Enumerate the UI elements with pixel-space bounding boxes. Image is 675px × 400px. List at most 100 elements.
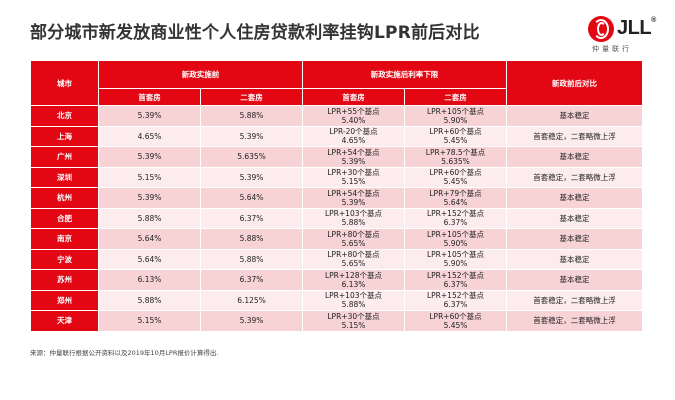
city-cell: 深圳 [30,166,99,188]
header-after-group: 新政实施后利率下限 [302,60,507,89]
after-first-formula: LPR+55个基点 [327,106,380,116]
after-second-formula: LPR+78.5个基点 [425,147,486,157]
after-first-rate: 6.13% [341,279,366,289]
after-second-formula: LPR+60个基点 [429,168,482,178]
after-first-cell: LPR+54个基点 5.39% [302,187,405,209]
header-after-second: 二套房 [404,88,507,106]
compare-cell: 首套稳定，二套略微上浮 [506,125,643,147]
jll-swirl-icon [588,16,614,42]
before-first-cell: 5.39% [98,105,201,127]
after-first-rate: 5.39% [341,197,366,207]
table-body: 北京 5.39% 5.88% LPR+55个基点 5.40% LPR+105个基点 5.90… [30,105,643,332]
after-second-cell: LPR+152个基点 6.37% [404,207,507,229]
after-first-cell: LPR+30个基点 5.15% [302,166,405,188]
after-first-formula: LPR-20个基点 [329,127,378,137]
after-first-cell: LPR+103个基点 5.88% [302,207,405,229]
after-second-cell: LPR+152个基点 6.37% [404,289,507,311]
city-cell: 北京 [30,105,99,127]
after-second-cell: LPR+60个基点 5.45% [404,166,507,188]
before-first-cell: 5.39% [98,187,201,209]
after-second-cell: LPR+105个基点 5.90% [404,228,507,250]
before-second-cell: 5.64% [200,187,303,209]
after-second-rate: 5.45% [443,177,468,187]
header-compare: 新政前后对比 [506,60,643,106]
compare-cell: 首套稳定，二套略微上浮 [506,310,643,332]
after-first-formula: LPR+103个基点 [324,209,382,219]
before-first-cell: 6.13% [98,269,201,291]
after-first-cell: LPR+128个基点 6.13% [302,269,405,291]
after-first-rate: 5.40% [341,115,366,125]
after-first-formula: LPR+128个基点 [324,270,382,280]
after-second-formula: LPR+152个基点 [426,209,484,219]
table-row: 郑州 5.88% 6.125% LPR+103个基点 5.88% LPR+152个基点 6.… [30,289,643,311]
after-first-cell: LPR+80个基点 5.65% [302,248,405,270]
compare-cell: 首套稳定，二套略微上浮 [506,166,643,188]
table-row: 天津 5.15% 5.39% LPR+30个基点 5.15% LPR+60个基点 5.45%… [30,310,643,332]
before-first-cell: 5.39% [98,146,201,168]
compare-cell: 基本稳定 [506,207,643,229]
after-first-rate: 5.65% [341,238,366,248]
city-cell: 郑州 [30,289,99,311]
before-second-cell: 5.39% [200,310,303,332]
table-row: 南京 5.64% 5.88% LPR+80个基点 5.65% LPR+105个基点 5.90… [30,228,643,250]
compare-cell: 基本稳定 [506,248,643,270]
after-first-rate: 5.39% [341,156,366,166]
after-first-cell: LPR-20个基点 4.65% [302,125,405,147]
header-city: 城市 [30,60,99,106]
before-second-cell: 5.88% [200,248,303,270]
compare-cell: 基本稳定 [506,187,643,209]
city-cell: 杭州 [30,187,99,209]
after-second-rate: 5.90% [443,238,468,248]
after-first-formula: LPR+103个基点 [324,291,382,301]
after-first-rate: 5.65% [341,259,366,269]
table-row: 苏州 6.13% 6.37% LPR+128个基点 6.13% LPR+152个基点 6.3… [30,269,643,291]
after-second-rate: 5.90% [443,115,468,125]
before-second-cell: 5.39% [200,125,303,147]
table-row: 合肥 5.88% 6.37% LPR+103个基点 5.88% LPR+152个基点 6.3… [30,207,643,229]
before-second-cell: 6.37% [200,207,303,229]
source-note: 来源：仲量联行根据公开资料以及2019年10月LPR报价计算得出. [30,349,219,357]
table-row: 广州 5.39% 5.635% LPR+54个基点 5.39% LPR+78.5个基点 5.… [30,146,643,168]
after-second-cell: LPR+105个基点 5.90% [404,105,507,127]
after-second-rate: 5.45% [443,320,468,330]
header-before-second: 二套房 [200,88,303,106]
after-second-cell: LPR+60个基点 5.45% [404,310,507,332]
compare-cell: 基本稳定 [506,105,643,127]
table-row: 深圳 5.15% 5.39% LPR+30个基点 5.15% LPR+60个基点 5.45%… [30,166,643,188]
before-first-cell: 5.88% [98,207,201,229]
before-second-cell: 5.635% [200,146,303,168]
before-first-cell: 5.15% [98,166,201,188]
after-first-cell: LPR+30个基点 5.15% [302,310,405,332]
after-first-rate: 4.65% [341,136,366,146]
after-second-formula: LPR+152个基点 [426,291,484,301]
after-second-formula: LPR+60个基点 [429,311,482,321]
compare-cell: 基本稳定 [506,269,643,291]
after-first-cell: LPR+55个基点 5.40% [302,105,405,127]
before-second-cell: 6.37% [200,269,303,291]
jll-logo: JLL® 仲量联行 [588,16,660,60]
before-first-cell: 5.64% [98,248,201,270]
after-first-formula: LPR+80个基点 [327,250,380,260]
table-row: 北京 5.39% 5.88% LPR+55个基点 5.40% LPR+105个基点 5.90… [30,105,643,127]
after-first-rate: 5.15% [341,320,366,330]
after-second-cell: LPR+78.5个基点 5.635% [404,146,507,168]
before-first-cell: 5.15% [98,310,201,332]
after-first-cell: LPR+54个基点 5.39% [302,146,405,168]
city-cell: 苏州 [30,269,99,291]
table-row: 杭州 5.39% 5.64% LPR+54个基点 5.39% LPR+79个基点 5.64%… [30,187,643,209]
header-before-group: 新政实施前 [98,60,303,89]
page-title: 部分城市新发放商业性个人住房贷款利率挂钩LPR前后对比 [30,23,480,43]
after-second-rate: 6.37% [443,300,468,310]
before-first-cell: 5.64% [98,228,201,250]
after-first-rate: 5.15% [341,177,366,187]
after-second-cell: LPR+60个基点 5.45% [404,125,507,147]
logo-subtitle: 仲量联行 [592,45,632,53]
after-second-formula: LPR+105个基点 [426,106,484,116]
before-second-cell: 5.88% [200,228,303,250]
after-first-rate: 5.88% [341,218,366,228]
after-first-rate: 5.88% [341,300,366,310]
table-row: 宁波 5.64% 5.88% LPR+80个基点 5.65% LPR+105个基点 5.90… [30,248,643,270]
city-cell: 宁波 [30,248,99,270]
after-second-rate: 5.90% [443,259,468,269]
after-second-formula: LPR+60个基点 [429,127,482,137]
